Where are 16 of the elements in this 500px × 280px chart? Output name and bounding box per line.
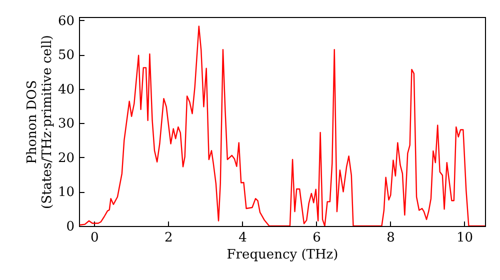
x-tick-label: 2 [164,230,173,246]
y-tick-label: 30 [58,116,74,132]
x-axis-title: Frequency (THz) [226,248,338,262]
y-tick-label: 10 [58,185,74,200]
x-tick-label: 0 [90,230,99,246]
y-tick-label: 0 [66,220,74,234]
x-tick-label: 4 [238,230,247,246]
y-tick-label: 50 [58,48,74,64]
x-tick-label: 10 [456,230,474,246]
y-tick-label: 60 [58,14,74,29]
x-tick-label: 8 [386,230,395,246]
y-tick-label: 40 [58,82,74,98]
x-tick-label: 6 [312,230,321,246]
y-axis-title: Phonon DOS (States/THz·primitive cell) [24,34,55,210]
y-tick-label: 20 [58,150,74,166]
line-series [79,26,485,226]
